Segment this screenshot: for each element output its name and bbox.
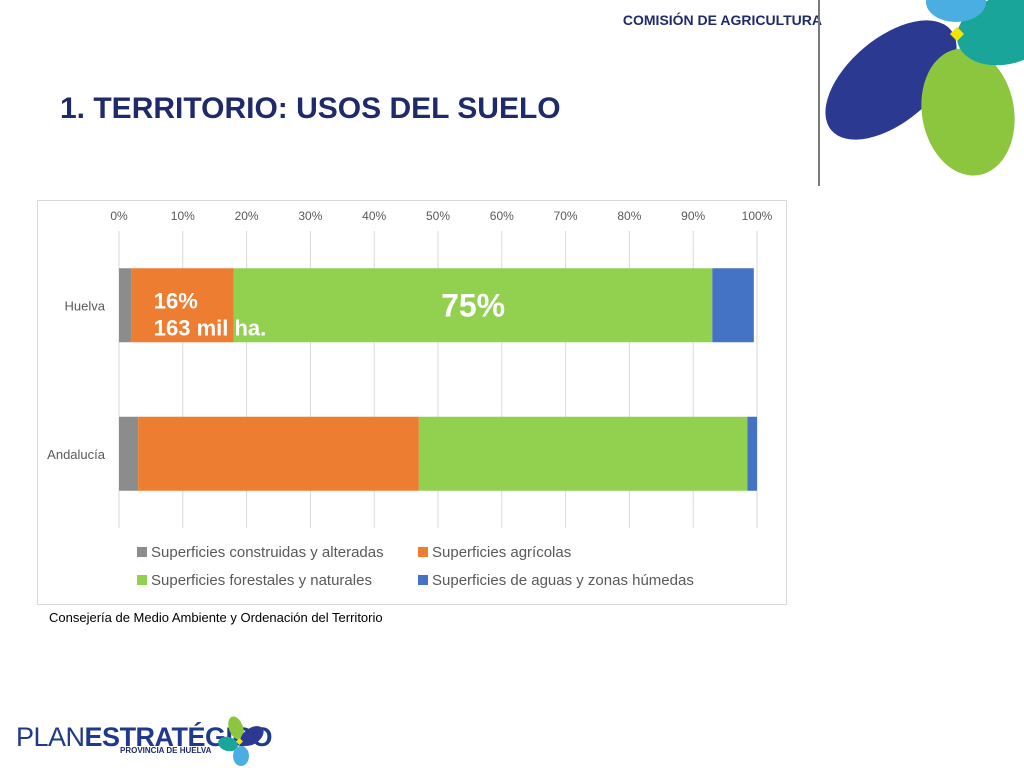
- chart-frame: 0% 10% 20% 30% 40% 50% 60% 70% 80% 90% 100% Huelva A…: [37, 200, 787, 605]
- legend-swatch: [418, 575, 428, 585]
- x-tick-label: 20%: [235, 209, 259, 223]
- x-tick-label: 80%: [617, 209, 641, 223]
- bar-segment: [138, 416, 419, 491]
- land-use-chart: 0% 10% 20% 30% 40% 50% 60% 70% 80% 90% 100% Huelva A…: [47, 209, 773, 589]
- x-tick-label: 0%: [110, 209, 128, 223]
- x-tick-label: 60%: [490, 209, 514, 223]
- x-tick-label: 30%: [298, 209, 322, 223]
- x-tick-label: 100%: [742, 209, 773, 223]
- footer-flower-logo: [218, 716, 264, 766]
- data-annotation: 75%: [441, 287, 505, 323]
- legend-swatch: [137, 547, 147, 557]
- x-tick-label: 40%: [362, 209, 386, 223]
- bar-segment: [119, 416, 139, 491]
- top-flower-logo: [825, 0, 1024, 176]
- legend-label: Superficies construidas y alteradas: [151, 544, 384, 561]
- legend-swatch: [137, 575, 147, 585]
- x-tick-label: 50%: [426, 209, 450, 223]
- category-label: Andalucía: [47, 447, 106, 462]
- x-tick-label: 10%: [171, 209, 195, 223]
- page-title: 1. TERRITORIO: USOS DEL SUELO: [60, 92, 561, 125]
- divider-line: [818, 0, 820, 186]
- source-note: Consejería de Medio Ambiente y Ordenació…: [49, 610, 383, 625]
- bar-segment: [418, 416, 748, 491]
- data-annotation: 163 mil ha.: [154, 315, 267, 340]
- bar-segment: [712, 268, 754, 343]
- footer-subtitle: PROVINCIA DE HUELVA: [120, 746, 212, 755]
- legend-label: Superficies de aguas y zonas húmedas: [432, 572, 694, 589]
- commission-label: COMISIÓN DE AGRICULTURA: [622, 12, 822, 28]
- x-tick-label: 70%: [554, 209, 578, 223]
- footer-brand-light: PLAN: [16, 722, 85, 752]
- bar-segment: [131, 268, 234, 343]
- x-tick-label: 90%: [681, 209, 705, 223]
- bar-segment: [233, 268, 713, 343]
- legend-label: Superficies agrícolas: [432, 544, 571, 561]
- bar-segment: [119, 268, 132, 343]
- legend-label: Superficies forestales y naturales: [151, 572, 372, 589]
- category-label: Huelva: [65, 298, 106, 313]
- legend-swatch: [418, 547, 428, 557]
- bar-segment: [747, 416, 757, 491]
- data-annotation: 16%: [154, 288, 198, 313]
